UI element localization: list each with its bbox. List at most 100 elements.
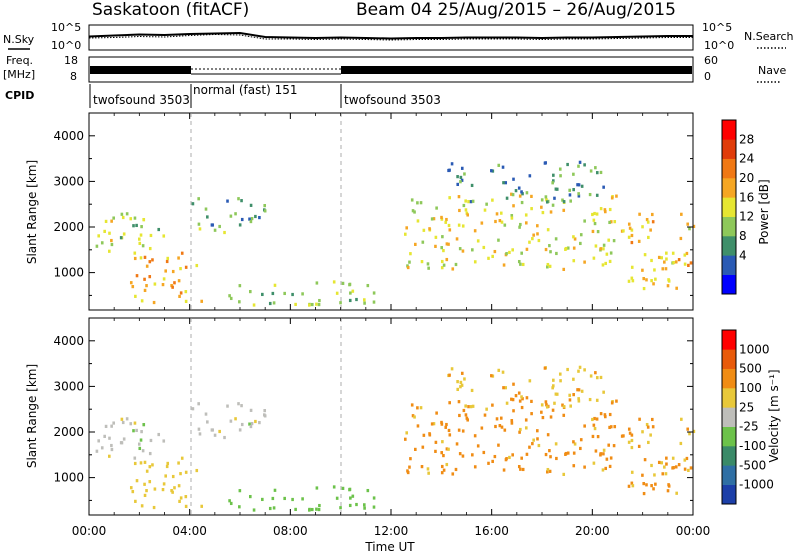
velocity-echo-cell: [628, 431, 632, 435]
freq-tick-bottom: 8: [70, 70, 77, 83]
power-echo-cell: [491, 169, 495, 173]
power-echo-cell: [672, 261, 675, 265]
power-echo-cell: [210, 223, 214, 227]
power-echo-cell: [440, 246, 444, 250]
power-echo-cell: [572, 172, 575, 176]
power-echo-cell: [162, 234, 166, 238]
velocity-echo-cell: [650, 417, 654, 422]
power-echo-cell: [258, 215, 261, 220]
power-echo-cell: [471, 199, 475, 203]
velocity-echo-cell: [530, 399, 533, 404]
velocity-echo-cell: [177, 484, 181, 488]
power-echo-cell: [112, 216, 115, 220]
velocity-echo-cell: [562, 405, 566, 409]
velocity-echo-cell: [491, 374, 495, 378]
velocity-echo-cell: [491, 403, 494, 407]
power-echo-cell: [317, 302, 321, 307]
velocity-echo-cell: [122, 437, 126, 441]
velocity-echo-cell: [520, 405, 524, 410]
power-echo-cell: [170, 283, 173, 288]
power-echo-cell: [197, 197, 200, 201]
power-echo-cell: [100, 241, 104, 245]
velocity-echo-cell: [458, 452, 462, 456]
velocity-echo-cell: [502, 468, 506, 472]
power-echo-cell: [125, 212, 129, 216]
power-echo-cell: [409, 252, 412, 256]
power-echo-cell: [627, 235, 631, 239]
velocity-echo-cell: [461, 429, 465, 433]
velocity-echo-cell: [520, 456, 523, 460]
velocity-echo-cell: [206, 420, 209, 424]
power-echo-cell: [576, 183, 579, 187]
power-echo-cell: [473, 229, 477, 233]
power-echo-cell: [646, 220, 650, 224]
velocity-echo-cell: [493, 454, 497, 459]
power-echo-cell: [540, 198, 544, 202]
velocity-echo-cell: [121, 420, 125, 425]
power-echo-cell: [456, 175, 459, 179]
velocity-echo-cell: [531, 442, 534, 446]
velocity-echo-cell: [414, 447, 417, 451]
velocity-echo-cell: [458, 413, 461, 418]
power-echo-cell: [131, 284, 135, 289]
power-echo-cell: [650, 258, 653, 263]
power-echo-cell: [349, 291, 352, 295]
velocity-echo-cell: [645, 422, 649, 427]
velocity-echo-cell: [456, 387, 460, 392]
power-echo-cell: [440, 259, 444, 264]
power-echo-cell: [461, 249, 465, 253]
velocity-echo-cell: [237, 402, 240, 406]
power-echo-cell: [447, 223, 451, 228]
power-echo-cell: [491, 198, 494, 202]
power-echo-cell: [630, 265, 634, 269]
velocity-echo-cell: [441, 440, 444, 444]
power-echo-cell: [351, 289, 355, 293]
velocity-echo-cell: [141, 449, 145, 453]
power-echo-cell: [569, 199, 572, 203]
power-echo-cell: [578, 160, 582, 164]
nsky-label: N.Sky: [3, 33, 35, 46]
velocity-echo-cell: [610, 401, 614, 405]
velocity-echo-cell: [143, 460, 147, 464]
velocity-echo-cell: [546, 433, 550, 437]
colorbar-swatch: [722, 368, 736, 389]
power-echo-cell: [458, 208, 461, 213]
power-echo-cell: [129, 217, 133, 221]
velocity-echo-cell: [487, 461, 490, 465]
nsky-tick-top-right: 10^5: [702, 21, 732, 34]
power-echo-cell: [148, 260, 152, 264]
power-echo-cell: [487, 256, 490, 260]
power-echo-cell: [653, 268, 656, 272]
velocity-echo-cell: [349, 496, 352, 500]
velocity-echo-cell: [460, 383, 464, 387]
x-tick-label: 12:00: [374, 524, 409, 538]
power-echo-cell: [420, 260, 424, 264]
velocity-echo-cell: [442, 468, 446, 472]
power-echo-cell: [540, 205, 543, 209]
power-echo-cell: [603, 210, 607, 214]
power-echo-cell: [137, 237, 141, 241]
velocity-echo-cell: [173, 486, 176, 490]
power-echo-cell: [133, 251, 137, 255]
velocity-echo-cell: [410, 403, 414, 407]
velocity-echo-cell: [546, 467, 550, 472]
power-echo-cell: [315, 281, 319, 285]
power-echo-cell: [440, 215, 443, 220]
velocity-echo-cell: [555, 456, 558, 461]
velocity-echo-cell: [588, 397, 592, 402]
power-echo-cell: [531, 237, 534, 241]
power-echo-cell: [503, 223, 507, 227]
velocity-echo-cell: [238, 428, 242, 432]
velocity-echo-cell: [579, 446, 582, 451]
velocity-echo-cell: [435, 411, 438, 415]
velocity-echo-cell: [249, 424, 253, 429]
freq-frame: [88, 56, 694, 83]
velocity-echo-cell: [95, 449, 99, 453]
velocity-echo-cell: [406, 470, 410, 475]
velocity-echo-cell: [103, 434, 106, 438]
power-echo-cell: [104, 219, 108, 224]
power-echo-cell: [641, 225, 644, 229]
velocity-echo-cell: [184, 470, 188, 474]
power-echo-cell: [665, 257, 668, 261]
velocity-echo-cell: [683, 458, 687, 462]
